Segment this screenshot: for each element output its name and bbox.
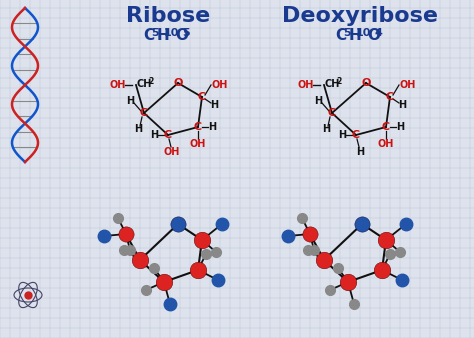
Text: O: O: [173, 78, 182, 88]
Text: C: C: [164, 130, 172, 140]
Text: 2: 2: [148, 76, 153, 86]
Text: 2: 2: [336, 76, 341, 86]
Text: O: O: [361, 78, 371, 88]
Text: 10: 10: [164, 28, 179, 38]
Text: 5: 5: [151, 28, 159, 38]
Text: 4: 4: [374, 28, 383, 38]
Text: H: H: [398, 100, 406, 110]
Text: C: C: [198, 92, 206, 102]
Text: C: C: [352, 130, 360, 140]
Text: O: O: [367, 28, 380, 44]
Text: H: H: [150, 130, 158, 140]
Text: C: C: [144, 28, 155, 44]
Text: Ribose: Ribose: [126, 6, 210, 26]
Text: H: H: [314, 96, 322, 106]
Text: H: H: [348, 28, 361, 44]
Text: OH: OH: [110, 80, 126, 90]
Text: OH: OH: [190, 139, 206, 149]
Text: 5: 5: [343, 28, 351, 38]
Text: C: C: [140, 108, 148, 118]
Text: OH: OH: [164, 147, 180, 157]
Text: H: H: [210, 100, 218, 110]
Text: OH: OH: [400, 80, 416, 90]
Text: H: H: [134, 124, 142, 134]
Text: 5: 5: [182, 28, 190, 38]
Text: CH: CH: [325, 79, 340, 89]
Text: H: H: [156, 28, 169, 44]
Text: H: H: [126, 96, 134, 106]
Text: H: H: [356, 147, 364, 157]
Text: CH: CH: [137, 79, 152, 89]
Text: C: C: [386, 92, 394, 102]
Text: C: C: [194, 122, 202, 132]
Text: OH: OH: [378, 139, 394, 149]
Text: Deoxyribose: Deoxyribose: [282, 6, 438, 26]
Text: H: H: [322, 124, 330, 134]
Text: O: O: [175, 28, 188, 44]
Text: C: C: [336, 28, 346, 44]
Text: H: H: [338, 130, 346, 140]
Text: C: C: [382, 122, 390, 132]
Text: H: H: [208, 122, 216, 132]
Text: H: H: [396, 122, 404, 132]
Text: OH: OH: [298, 80, 314, 90]
Text: C: C: [328, 108, 336, 118]
Text: OH: OH: [212, 80, 228, 90]
Text: 10: 10: [356, 28, 371, 38]
